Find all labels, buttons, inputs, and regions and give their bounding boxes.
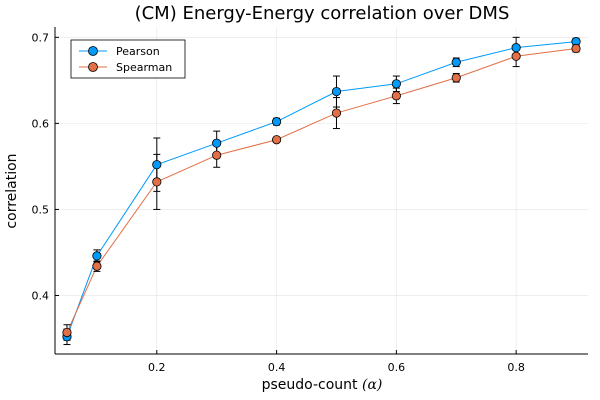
legend-label-spearman: Spearman: [116, 61, 172, 74]
data-point-spearman: [451, 73, 461, 83]
data-point-spearman: [62, 327, 72, 338]
data-point-spearman: [271, 135, 282, 145]
series-line-spearman: [66, 48, 577, 333]
data-point-pearson: [152, 160, 162, 170]
data-point-spearman: [391, 91, 401, 101]
x-axis-label-text: pseudo-count: [262, 377, 362, 393]
data-point-spearman: [571, 43, 581, 54]
y-tick-label: 0.4: [32, 289, 50, 302]
chart-title: (CM) Energy-Energy correlation over DMS: [135, 3, 510, 24]
data-point-spearman: [511, 51, 521, 61]
y-tick-label: 0.6: [32, 117, 50, 130]
legend-box: [70, 39, 186, 79]
legend-marker-pearson: [88, 46, 98, 56]
x-tick-label: 0.8: [507, 361, 525, 374]
x-ticks: 0.2 0.4 0.6 0.8: [148, 350, 525, 374]
data-point-pearson: [451, 57, 461, 67]
series-line-pearson: [66, 41, 577, 337]
y-ticks: 0.4 0.5 0.6 0.7: [32, 31, 59, 302]
data-point-pearson: [271, 117, 282, 127]
x-tick-label: 0.6: [388, 361, 406, 374]
y-tick-label: 0.5: [32, 203, 50, 216]
legend: Pearson Spearman: [70, 39, 186, 79]
data-point-spearman: [212, 150, 222, 160]
data-point-pearson: [92, 251, 102, 261]
axes: [54, 27, 588, 355]
y-tick-label: 0.7: [32, 31, 50, 44]
y-axis-label: correlation: [4, 153, 20, 228]
data-point-spearman: [331, 108, 342, 118]
legend-label-pearson: Pearson: [116, 45, 160, 58]
plot-area: [62, 36, 581, 346]
x-tick-label: 0.2: [148, 361, 166, 374]
data-point-pearson: [212, 138, 222, 148]
x-axis-label: pseudo-count (α): [262, 377, 383, 393]
legend-marker-spearman: [88, 62, 98, 72]
data-point-pearson: [331, 86, 342, 97]
data-point-pearson: [391, 79, 401, 89]
x-axis-label-symbol: (α): [362, 377, 382, 393]
data-point-pearson: [511, 43, 521, 53]
data-point-spearman: [152, 177, 162, 187]
data-point-spearman: [92, 261, 102, 271]
x-tick-label: 0.4: [268, 361, 286, 374]
